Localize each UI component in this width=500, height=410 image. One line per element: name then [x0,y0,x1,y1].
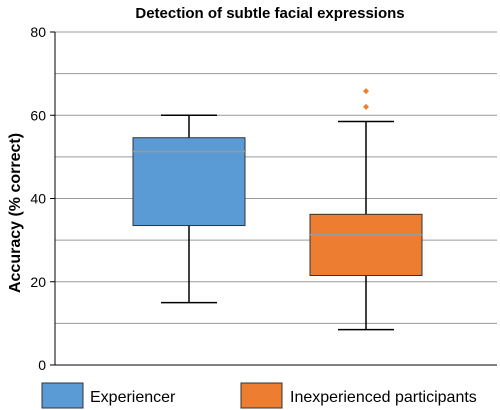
chart-title: Detection of subtle facial expressions [135,5,404,22]
legend-label: Experiencer [90,389,176,406]
outlier-point [363,103,369,110]
legend-swatch [41,382,84,409]
box-experiencer [132,114,246,304]
y-tick-label: 20 [30,274,46,290]
legend-swatch [240,382,283,409]
y-tick-label: 80 [30,24,46,40]
legend: Experiencer Inexperienced participants [41,382,477,409]
y-tick-labels: 0 20 40 60 80 [30,24,46,373]
y-tick-label: 40 [30,191,46,207]
y-axis-label: Accuracy (% correct) [7,133,24,293]
boxes [132,88,423,331]
box-inexperienced [309,88,423,331]
grid-lines [55,31,497,366]
y-axis [50,31,56,366]
outlier-point [363,88,369,95]
iqr-box [309,213,423,277]
legend-label: Inexperienced participants [290,389,477,406]
y-tick-label: 60 [30,107,46,123]
y-tick-label: 0 [38,357,46,373]
iqr-box [132,137,246,227]
